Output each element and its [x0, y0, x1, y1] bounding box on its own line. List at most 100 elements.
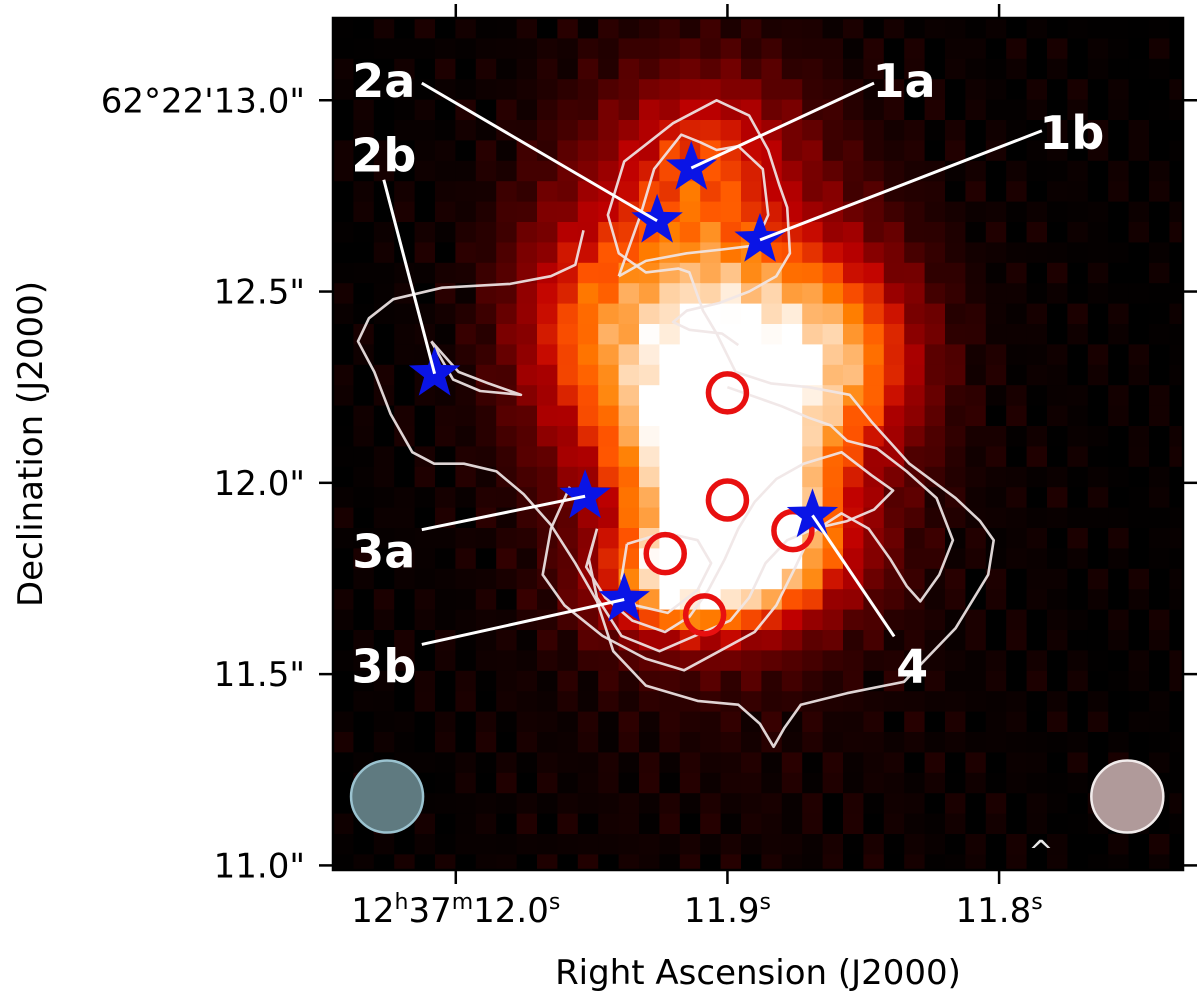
heatmap-cell — [781, 303, 803, 325]
heatmap-cell — [1087, 262, 1109, 284]
heatmap-cell — [577, 813, 599, 835]
heatmap-cell — [1149, 589, 1170, 611]
heatmap-cell — [373, 344, 395, 366]
heatmap-cell — [1169, 589, 1183, 611]
heatmap-cell — [659, 99, 681, 121]
heatmap-cell — [700, 303, 722, 325]
heatmap-cell — [1169, 181, 1183, 203]
heatmap-cell — [1108, 711, 1130, 733]
heatmap-cell — [659, 426, 681, 447]
heatmap-cell — [577, 344, 599, 366]
heatmap-cell — [373, 222, 395, 243]
heatmap-cell — [863, 752, 885, 774]
heatmap-cell — [373, 79, 395, 101]
heatmap-cell — [373, 589, 395, 611]
heatmap-cell — [720, 834, 742, 855]
heatmap-cell — [475, 813, 497, 835]
caret-mark: ^ — [1028, 835, 1053, 870]
heatmap-cell — [618, 670, 640, 692]
heatmap-cell — [537, 589, 558, 611]
heatmap-cell — [639, 813, 660, 835]
heatmap-cell — [985, 732, 1007, 753]
heatmap-cell — [598, 242, 620, 264]
heatmap-cell — [475, 99, 497, 121]
heatmap-cell — [639, 854, 660, 870]
heatmap-cell — [1006, 772, 1028, 794]
heatmap-cell — [843, 344, 864, 366]
heatmap-cell — [577, 283, 599, 305]
heatmap-cell — [1108, 466, 1130, 488]
heatmap-cell — [741, 18, 762, 39]
heatmap-cell — [435, 18, 456, 39]
heatmap-cell — [577, 58, 599, 80]
heatmap-cell — [843, 222, 864, 243]
heatmap-cell — [904, 385, 926, 407]
heatmap-cell — [475, 283, 497, 305]
heatmap-cell — [557, 630, 579, 651]
heatmap-cell — [1026, 609, 1048, 631]
heatmap-cell — [557, 466, 579, 488]
source-label-2b: 2b — [351, 129, 416, 183]
heatmap-cell — [904, 487, 926, 509]
heatmap-cell — [577, 38, 599, 60]
heatmap-cell — [618, 813, 640, 835]
heatmap-cell — [435, 303, 456, 325]
heatmap-cell — [435, 242, 456, 264]
heatmap-cell — [455, 691, 477, 713]
heatmap-cell — [639, 487, 660, 509]
heatmap-cell — [496, 691, 518, 713]
heatmap-cell — [1128, 120, 1150, 141]
heatmap-cell — [1169, 528, 1183, 549]
heatmap-cell — [333, 262, 354, 284]
heatmap-cell — [639, 793, 660, 815]
heatmap-cell — [741, 772, 762, 794]
heatmap-cell — [741, 303, 762, 325]
heatmap-cell — [414, 589, 436, 611]
heatmap-cell — [965, 222, 987, 243]
heatmap-cell — [802, 283, 824, 305]
heatmap-cell — [985, 426, 1007, 447]
heatmap-cell — [373, 650, 395, 672]
heatmap-cell — [720, 201, 742, 223]
heatmap-cell — [883, 364, 905, 386]
heatmap-cell — [353, 487, 375, 509]
heatmap-cell — [1108, 589, 1130, 611]
heatmap-cell — [598, 466, 620, 488]
heatmap-cell — [1047, 793, 1068, 815]
heatmap-cell — [353, 181, 375, 203]
heatmap-cell — [577, 793, 599, 815]
heatmap-cell — [945, 405, 966, 427]
heatmap-cell — [1006, 120, 1028, 141]
heatmap-cell — [741, 466, 762, 488]
heatmap-cell — [761, 446, 783, 468]
heatmap-cell — [1169, 732, 1183, 753]
heatmap-cell — [1006, 834, 1028, 855]
heatmap-cell — [394, 38, 416, 60]
heatmap-cell — [781, 589, 803, 611]
heatmap-cell — [904, 140, 926, 162]
heatmap-cell — [781, 79, 803, 101]
heatmap-cell — [843, 772, 864, 794]
heatmap-cell — [1047, 548, 1068, 570]
heatmap-cell — [639, 385, 660, 407]
heatmap-cell — [1047, 691, 1068, 713]
heatmap-cell — [720, 568, 742, 590]
heatmap-cell — [781, 18, 803, 39]
heatmap-cell — [577, 446, 599, 468]
heatmap-cell — [863, 650, 885, 672]
heatmap-cell — [598, 58, 620, 80]
heatmap-cell — [496, 466, 518, 488]
heatmap-cell — [435, 160, 456, 182]
heatmap-cell — [598, 426, 620, 447]
heatmap-cell — [659, 385, 681, 407]
heatmap-cell — [516, 670, 538, 692]
heatmap-cell — [985, 18, 1007, 39]
heatmap-cell — [924, 609, 946, 631]
heatmap-cell — [353, 18, 375, 39]
heatmap-cell — [1149, 507, 1170, 529]
heatmap-cell — [475, 201, 497, 223]
heatmap-cell — [496, 18, 518, 39]
heatmap-cell — [781, 446, 803, 468]
heatmap-cell — [577, 405, 599, 427]
heatmap-cell — [1169, 691, 1183, 713]
